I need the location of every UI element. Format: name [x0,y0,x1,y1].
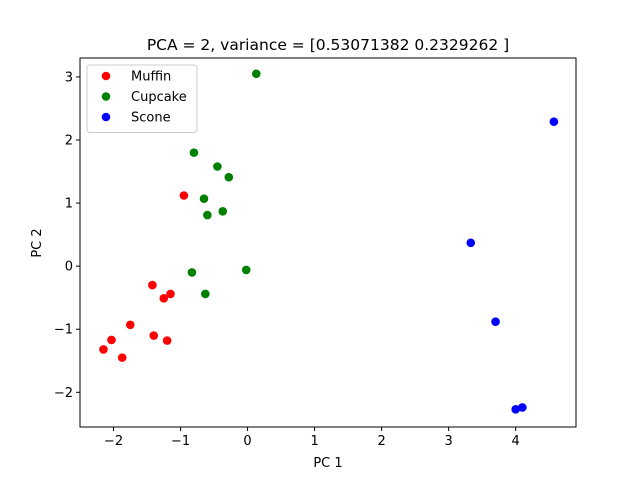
y-axis-label: PC 2 [30,228,45,257]
x-tick-label: −1 [171,434,190,449]
point-muffin [159,294,169,303]
point-cupcake [199,194,209,203]
point-scone [466,238,476,248]
legend-marker-muffin [101,71,111,81]
y-tick-label: −1 [54,323,73,338]
point-muffin [166,289,175,299]
x-tick-label: 3 [445,434,453,449]
axes-frame [79,57,577,428]
point-cupcake [187,268,197,277]
point-cupcake [218,206,228,216]
x-axis-label: PC 1 [313,456,342,471]
x-tick-label: 1 [310,434,318,449]
y-tick-label: 2 [65,134,73,149]
legend: Muffin Cupcake Scone [86,64,198,133]
point-cupcake [251,69,261,79]
x-tick-label: −2 [104,434,123,449]
y-tick-label: −2 [54,386,73,401]
point-scone [491,317,500,326]
y-tick-label: 0 [65,260,73,275]
point-cupcake [201,289,210,299]
point-cupcake [203,210,212,220]
plot-area: −2 −1 0 1 2 3 4 −2 −1 0 1 2 3 [54,57,577,449]
point-muffin [117,353,127,362]
point-scone [549,117,559,127]
point-muffin [99,345,108,354]
y-tick-label: 1 [65,197,73,212]
legend-marker-cupcake [101,92,111,101]
x-tick-label: 4 [512,434,520,449]
point-muffin [149,331,159,340]
point-muffin [107,335,116,345]
legend-label-scone: Scone [131,111,171,126]
point-muffin [162,336,172,345]
chart-title: PCA = 2, variance = [0.53071382 0.232926… [147,36,509,54]
point-cupcake [189,148,199,157]
x-tick-label: 2 [377,434,385,449]
point-scone [518,403,527,412]
point-muffin [148,280,157,290]
legend-box [86,64,198,133]
point-muffin [179,191,189,200]
x-tick-label: 0 [243,434,251,449]
point-muffin [125,320,135,330]
point-cupcake [213,162,222,171]
point-scone [511,405,520,414]
point-cupcake [241,265,251,275]
y-tick-label: 3 [65,70,73,85]
point-cupcake [224,172,234,182]
legend-label-muffin: Muffin [131,70,171,85]
legend-label-cupcake: Cupcake [131,90,187,105]
legend-marker-scone [101,112,111,122]
